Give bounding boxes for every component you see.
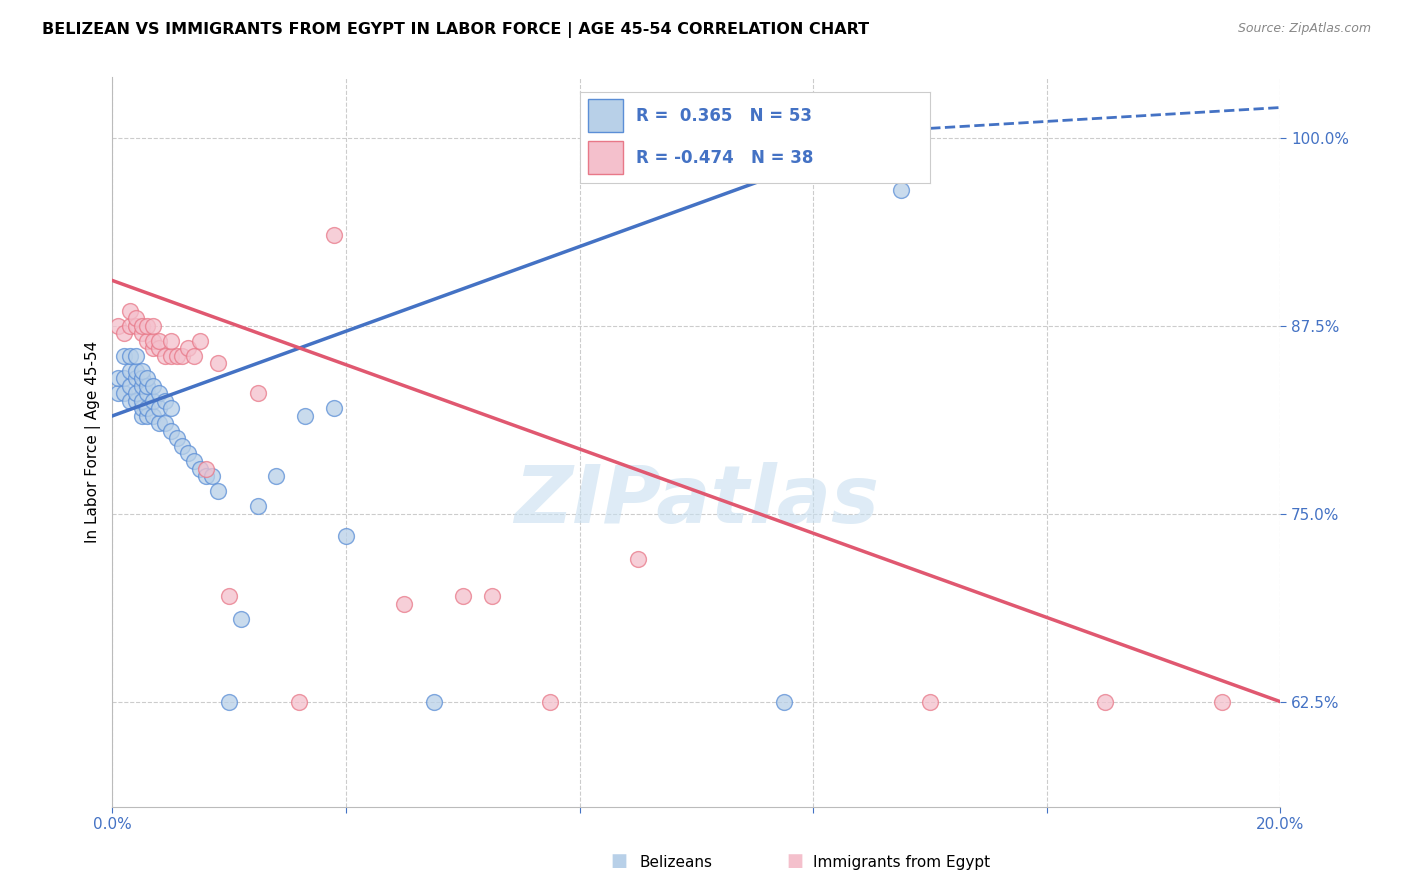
Point [166, 432, 188, 446]
Point [481, 590, 503, 604]
Point [422, 695, 444, 709]
Point [125, 393, 148, 408]
Point [183, 454, 205, 468]
Point [125, 364, 148, 378]
Point [142, 393, 165, 408]
Text: ■: ■ [786, 852, 803, 870]
Point [773, 695, 796, 709]
Point [136, 401, 159, 416]
Point [207, 484, 229, 499]
Point [131, 379, 153, 393]
Point [136, 371, 159, 385]
Point [1094, 695, 1116, 709]
Point [125, 371, 148, 385]
Point [131, 393, 153, 408]
Y-axis label: In Labor Force | Age 45-54: In Labor Force | Age 45-54 [86, 341, 101, 543]
Point [159, 334, 181, 348]
Point [118, 364, 141, 378]
Text: ■: ■ [610, 852, 627, 870]
Point [194, 461, 217, 475]
Point [107, 371, 129, 385]
Point [172, 439, 194, 453]
Point [142, 341, 165, 355]
Point [627, 551, 650, 566]
Point [153, 349, 176, 363]
Point [294, 409, 316, 423]
Point [247, 386, 270, 401]
Point [159, 401, 181, 416]
Point [125, 349, 148, 363]
Point [131, 371, 153, 385]
Point [194, 469, 217, 483]
Point [136, 409, 159, 423]
Point [172, 349, 194, 363]
Point [148, 386, 170, 401]
Point [229, 612, 252, 626]
Text: BELIZEAN VS IMMIGRANTS FROM EGYPT IN LABOR FORCE | AGE 45-54 CORRELATION CHART: BELIZEAN VS IMMIGRANTS FROM EGYPT IN LAB… [42, 22, 869, 38]
Point [118, 393, 141, 408]
Text: ZIPatlas: ZIPatlas [515, 461, 879, 540]
Point [264, 469, 287, 483]
Point [125, 386, 148, 401]
Point [112, 386, 135, 401]
Point [159, 424, 181, 438]
Point [201, 469, 224, 483]
Point [142, 318, 165, 333]
Point [153, 393, 176, 408]
Point [207, 356, 229, 370]
Point [890, 183, 912, 197]
Point [131, 364, 153, 378]
Point [107, 318, 129, 333]
Point [148, 401, 170, 416]
Point [148, 334, 170, 348]
Point [125, 311, 148, 326]
Point [451, 590, 474, 604]
Point [177, 446, 200, 460]
Text: Source: ZipAtlas.com: Source: ZipAtlas.com [1237, 22, 1371, 36]
Point [288, 695, 311, 709]
Point [394, 597, 416, 611]
Point [183, 349, 205, 363]
Point [112, 326, 135, 340]
Point [136, 379, 159, 393]
Point [131, 409, 153, 423]
Point [131, 326, 153, 340]
Point [118, 318, 141, 333]
Point [142, 334, 165, 348]
Point [218, 695, 240, 709]
Text: Belizeans: Belizeans [640, 855, 713, 870]
Point [142, 379, 165, 393]
Point [188, 461, 211, 475]
Point [118, 349, 141, 363]
Point [136, 334, 159, 348]
Point [323, 228, 346, 243]
Text: Immigrants from Egypt: Immigrants from Egypt [813, 855, 990, 870]
Point [107, 386, 129, 401]
Point [153, 417, 176, 431]
Point [125, 318, 148, 333]
Point [335, 529, 357, 543]
Point [136, 386, 159, 401]
Point [538, 695, 561, 709]
Point [148, 341, 170, 355]
Point [118, 379, 141, 393]
Point [323, 401, 346, 416]
Point [112, 371, 135, 385]
Point [142, 409, 165, 423]
Point [1211, 695, 1233, 709]
Point [118, 303, 141, 318]
Point [218, 590, 240, 604]
Point [159, 349, 181, 363]
Point [598, 822, 620, 837]
Point [188, 334, 211, 348]
Point [166, 349, 188, 363]
Point [918, 695, 941, 709]
Point [247, 499, 270, 513]
Point [112, 349, 135, 363]
Point [131, 318, 153, 333]
Point [177, 341, 200, 355]
Point [136, 318, 159, 333]
Point [148, 417, 170, 431]
Point [131, 401, 153, 416]
